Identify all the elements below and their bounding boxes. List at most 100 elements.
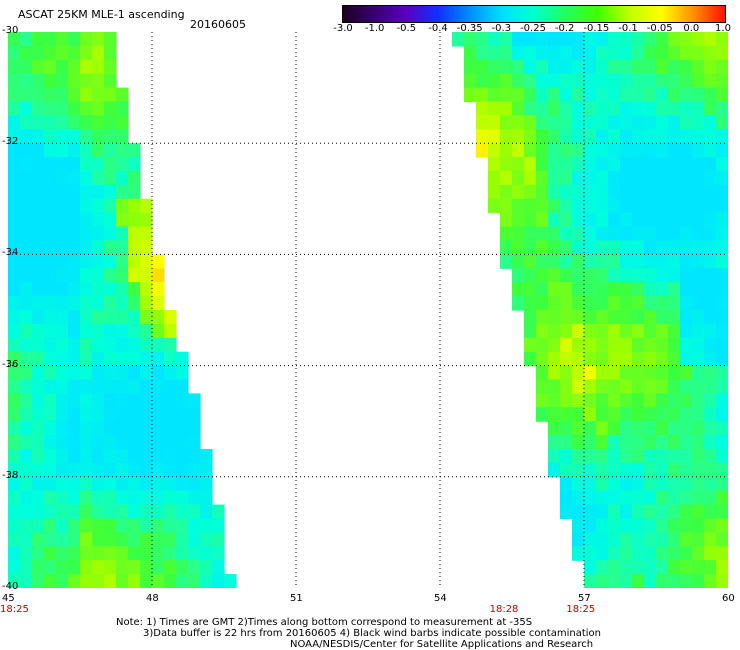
data-cell	[104, 365, 117, 381]
data-cell	[680, 101, 693, 116]
data-cell	[668, 254, 681, 269]
data-cell	[188, 435, 201, 450]
data-cell	[692, 226, 705, 242]
data-cell	[692, 546, 705, 561]
data-cell	[80, 32, 93, 47]
data-cell	[116, 449, 129, 464]
data-cell	[536, 323, 549, 339]
data-cell	[8, 546, 21, 561]
data-cell	[584, 171, 597, 186]
data-cell	[188, 449, 201, 464]
data-cell	[68, 407, 81, 422]
data-cell	[8, 379, 21, 394]
data-cell	[20, 393, 33, 408]
data-cell	[716, 254, 728, 269]
data-cell	[140, 504, 153, 520]
data-cell	[548, 87, 561, 103]
data-cell	[68, 282, 81, 297]
data-cell	[536, 296, 549, 311]
data-cell	[44, 504, 57, 520]
data-cell	[632, 462, 645, 478]
data-cell	[92, 351, 105, 367]
data-cell	[656, 476, 669, 492]
data-cell	[8, 476, 21, 492]
data-cell	[716, 379, 728, 394]
data-cell	[644, 45, 657, 61]
data-cell	[644, 115, 657, 130]
data-cell	[20, 184, 33, 200]
time-label: 18:25	[0, 604, 29, 615]
data-cell	[44, 435, 57, 450]
data-cell	[632, 226, 645, 242]
data-cell	[572, 254, 585, 269]
data-cell	[152, 574, 165, 588]
data-cell	[644, 268, 657, 283]
data-cell	[632, 296, 645, 311]
data-cell	[32, 254, 45, 269]
data-cell	[152, 462, 165, 478]
data-cell	[152, 282, 165, 297]
data-cell	[584, 323, 597, 339]
data-cell	[8, 101, 21, 116]
data-cell	[572, 490, 585, 506]
data-cell	[644, 198, 657, 214]
data-cell	[620, 101, 633, 116]
data-cell	[68, 351, 81, 367]
data-cell	[620, 296, 633, 311]
data-cell	[644, 310, 657, 325]
data-cell	[8, 282, 21, 297]
data-cell	[488, 115, 501, 130]
data-cell	[140, 365, 153, 381]
data-cell	[116, 421, 129, 436]
data-cell	[668, 351, 681, 367]
data-cell	[80, 323, 93, 339]
data-cell	[632, 351, 645, 367]
data-cell	[128, 171, 141, 186]
data-cell	[32, 337, 45, 353]
data-cell	[164, 476, 177, 492]
data-cell	[584, 198, 597, 214]
data-cell	[716, 310, 728, 325]
data-cell	[680, 351, 693, 367]
data-cell	[152, 421, 165, 436]
data-cell	[620, 393, 633, 408]
data-cell	[116, 115, 129, 130]
data-cell	[668, 421, 681, 436]
data-cell	[644, 337, 657, 353]
data-cell	[608, 59, 621, 75]
data-cell	[608, 351, 621, 367]
data-cell	[68, 296, 81, 311]
data-cell	[188, 476, 201, 492]
data-cell	[680, 518, 693, 533]
data-cell	[692, 87, 705, 103]
data-cell	[140, 421, 153, 436]
data-cell	[704, 435, 717, 450]
data-cell	[20, 323, 33, 339]
data-cell	[8, 365, 21, 381]
lat-tick-label: -32	[2, 136, 19, 148]
data-cell	[584, 407, 597, 422]
data-cell	[632, 365, 645, 381]
data-cell	[680, 379, 693, 394]
data-cell	[56, 171, 69, 186]
data-cell	[704, 365, 717, 381]
data-cell	[536, 337, 549, 353]
data-cell	[632, 560, 645, 575]
data-cell	[704, 268, 717, 283]
data-cell	[680, 323, 693, 339]
data-cell	[656, 226, 669, 242]
data-cell	[116, 87, 129, 103]
data-cell	[668, 323, 681, 339]
data-cell	[632, 504, 645, 520]
data-cell	[128, 462, 141, 478]
data-cell	[68, 184, 81, 200]
data-cell	[656, 157, 669, 172]
data-cell	[128, 365, 141, 381]
data-cell	[212, 504, 225, 520]
product-date: 20160605	[190, 18, 246, 31]
data-cell	[20, 310, 33, 325]
data-cell	[80, 87, 93, 103]
data-cell	[656, 282, 669, 297]
data-cell	[92, 101, 105, 116]
data-cell	[548, 45, 561, 61]
